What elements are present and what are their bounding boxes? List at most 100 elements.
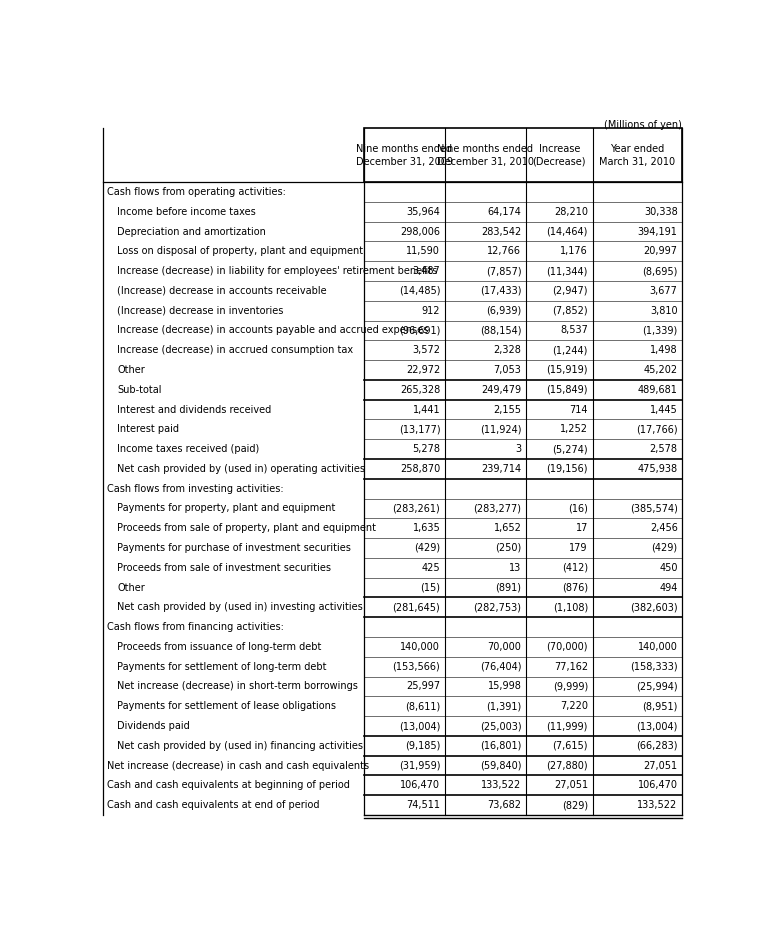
Text: (1,108): (1,108) xyxy=(552,603,588,613)
Text: 64,174: 64,174 xyxy=(487,207,521,217)
Text: 70,000: 70,000 xyxy=(487,641,521,652)
Text: 1,652: 1,652 xyxy=(493,523,521,533)
Text: 179: 179 xyxy=(569,543,588,553)
Text: 2,328: 2,328 xyxy=(493,345,521,355)
Text: 283,542: 283,542 xyxy=(481,226,521,236)
Text: 22,972: 22,972 xyxy=(406,365,441,375)
Text: 11,590: 11,590 xyxy=(406,247,441,256)
Text: (17,433): (17,433) xyxy=(480,286,521,296)
Text: 133,522: 133,522 xyxy=(481,781,521,791)
Text: (13,004): (13,004) xyxy=(399,721,441,731)
Text: (8,695): (8,695) xyxy=(643,266,678,276)
Text: (829): (829) xyxy=(562,800,588,810)
Text: (7,852): (7,852) xyxy=(552,306,588,316)
Text: Increase (decrease) in liability for employees' retirement benefits: Increase (decrease) in liability for emp… xyxy=(117,266,438,276)
Text: (1,244): (1,244) xyxy=(552,345,588,355)
Text: Other: Other xyxy=(117,582,145,592)
Text: (6,939): (6,939) xyxy=(486,306,521,316)
Text: (19,156): (19,156) xyxy=(546,464,588,474)
Text: (11,999): (11,999) xyxy=(546,721,588,731)
Text: (153,566): (153,566) xyxy=(392,662,441,672)
Text: Cash flows from investing activities:: Cash flows from investing activities: xyxy=(107,484,284,494)
Text: 28,210: 28,210 xyxy=(554,207,588,217)
Text: 7,053: 7,053 xyxy=(493,365,521,375)
Text: Net cash provided by (used in) investing activities: Net cash provided by (used in) investing… xyxy=(117,603,363,613)
Text: (250): (250) xyxy=(495,543,521,553)
Text: (59,840): (59,840) xyxy=(480,760,521,770)
Text: 30,338: 30,338 xyxy=(644,207,678,217)
Text: 258,870: 258,870 xyxy=(400,464,441,474)
Text: 74,511: 74,511 xyxy=(406,800,441,810)
Text: 73,682: 73,682 xyxy=(487,800,521,810)
Text: (66,283): (66,283) xyxy=(636,741,678,751)
Text: Nine months ended
December 31, 2010: Nine months ended December 31, 2010 xyxy=(437,144,534,167)
Text: 27,051: 27,051 xyxy=(643,760,678,770)
Text: (70,000): (70,000) xyxy=(546,641,588,652)
Text: Income taxes received (paid): Income taxes received (paid) xyxy=(117,444,259,454)
Text: Net increase (decrease) in short-term borrowings: Net increase (decrease) in short-term bo… xyxy=(117,681,358,692)
Text: Interest and dividends received: Interest and dividends received xyxy=(117,404,272,414)
Text: (15,919): (15,919) xyxy=(546,365,588,375)
Text: Sub-total: Sub-total xyxy=(117,385,162,395)
Text: Loss on disposal of property, plant and equipment: Loss on disposal of property, plant and … xyxy=(117,247,363,256)
Text: 17: 17 xyxy=(575,523,588,533)
Text: (8,611): (8,611) xyxy=(405,701,441,711)
Text: Cash flows from operating activities:: Cash flows from operating activities: xyxy=(107,187,286,197)
Text: (31,959): (31,959) xyxy=(399,760,441,770)
Text: Proceeds from issuance of long-term debt: Proceeds from issuance of long-term debt xyxy=(117,641,322,652)
Text: 475,938: 475,938 xyxy=(637,464,678,474)
Text: (15): (15) xyxy=(420,582,441,592)
Text: (283,261): (283,261) xyxy=(392,503,441,514)
Text: (283,277): (283,277) xyxy=(474,503,521,514)
Text: 394,191: 394,191 xyxy=(638,226,678,236)
Text: (96,691): (96,691) xyxy=(399,325,441,336)
Text: Net cash provided by (used in) operating activities: Net cash provided by (used in) operating… xyxy=(117,464,366,474)
Text: 2,155: 2,155 xyxy=(493,404,521,414)
Text: (385,574): (385,574) xyxy=(630,503,678,514)
Text: 3: 3 xyxy=(515,444,521,454)
Text: 2,456: 2,456 xyxy=(649,523,678,533)
Text: 1,252: 1,252 xyxy=(560,425,588,435)
Text: 425: 425 xyxy=(422,563,441,573)
Text: (429): (429) xyxy=(414,543,441,553)
Text: (13,004): (13,004) xyxy=(636,721,678,731)
Text: (11,924): (11,924) xyxy=(480,425,521,435)
Text: 1,176: 1,176 xyxy=(560,247,588,256)
Text: Proceeds from sale of investment securities: Proceeds from sale of investment securit… xyxy=(117,563,331,573)
Text: Cash and cash equivalents at beginning of period: Cash and cash equivalents at beginning o… xyxy=(107,781,350,791)
Text: (13,177): (13,177) xyxy=(399,425,441,435)
Text: Increase (decrease) in accrued consumption tax: Increase (decrease) in accrued consumpti… xyxy=(117,345,353,355)
Text: 912: 912 xyxy=(422,306,441,316)
Text: Payments for property, plant and equipment: Payments for property, plant and equipme… xyxy=(117,503,336,514)
Text: 77,162: 77,162 xyxy=(554,662,588,672)
Text: 1,635: 1,635 xyxy=(412,523,441,533)
Text: (Millions of yen): (Millions of yen) xyxy=(604,121,682,131)
Text: Cash flows from financing activities:: Cash flows from financing activities: xyxy=(107,622,284,632)
Text: 3,810: 3,810 xyxy=(650,306,678,316)
Text: (1,339): (1,339) xyxy=(643,325,678,336)
Text: 1,498: 1,498 xyxy=(650,345,678,355)
Text: 494: 494 xyxy=(659,582,678,592)
Text: 714: 714 xyxy=(569,404,588,414)
Text: (1,391): (1,391) xyxy=(486,701,521,711)
Text: (429): (429) xyxy=(652,543,678,553)
Text: Year ended
March 31, 2010: Year ended March 31, 2010 xyxy=(599,144,675,167)
Text: 298,006: 298,006 xyxy=(400,226,441,236)
Text: 20,997: 20,997 xyxy=(643,247,678,256)
Text: Other: Other xyxy=(117,365,145,375)
Text: 1,441: 1,441 xyxy=(412,404,441,414)
Text: (25,994): (25,994) xyxy=(636,681,678,692)
Text: 489,681: 489,681 xyxy=(638,385,678,395)
Text: 249,479: 249,479 xyxy=(481,385,521,395)
Text: (88,154): (88,154) xyxy=(480,325,521,336)
Text: 7,220: 7,220 xyxy=(560,701,588,711)
Text: 45,202: 45,202 xyxy=(643,365,678,375)
Text: Depreciation and amortization: Depreciation and amortization xyxy=(117,226,266,236)
Text: 140,000: 140,000 xyxy=(400,641,441,652)
Text: (876): (876) xyxy=(562,582,588,592)
Text: (8,951): (8,951) xyxy=(643,701,678,711)
Text: 140,000: 140,000 xyxy=(638,641,678,652)
Text: 12,766: 12,766 xyxy=(487,247,521,256)
Text: 8,537: 8,537 xyxy=(560,325,588,336)
Text: (7,857): (7,857) xyxy=(486,266,521,276)
